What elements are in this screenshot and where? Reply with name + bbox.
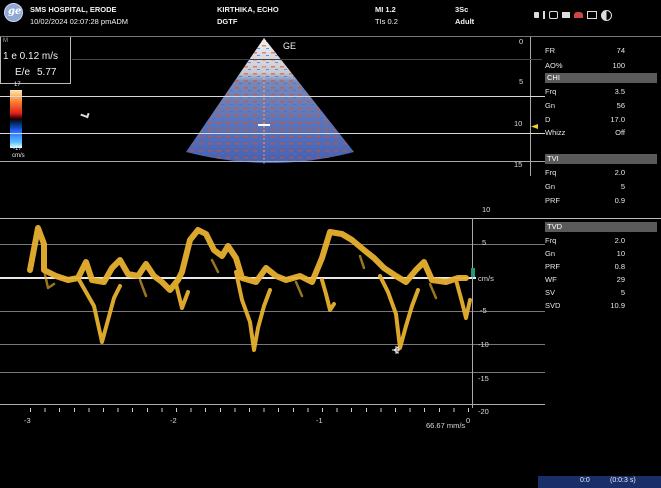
disk-icon	[587, 11, 597, 19]
param-ao: AO% 100	[545, 61, 625, 71]
param-chi-gn: Gn 56	[545, 101, 625, 111]
system-icons	[534, 9, 612, 21]
param-tvd-sv: SV 5	[545, 288, 625, 298]
media-icon	[562, 12, 570, 18]
time-tick-m3: -3	[24, 416, 31, 425]
measurement-box: M 1 e 0.12 m/s E/e 5.77	[0, 36, 71, 84]
patient-name: KIRTHIKA, ECHO	[217, 5, 279, 14]
scan-line	[0, 96, 545, 97]
param-tvd-gn: Gn 10	[545, 249, 625, 259]
logo-icon: ge	[4, 3, 23, 22]
scan-line	[0, 161, 545, 162]
velocity-axis	[472, 218, 473, 408]
velocity-tick-m15: -15	[478, 374, 489, 383]
grid-line	[0, 404, 545, 405]
exam-datetime: 10/02/2024 02:07:28 pmADM	[30, 17, 128, 26]
cine-frame: 0:0	[580, 477, 590, 484]
param-tvi-gn: Gn 5	[545, 182, 625, 192]
colorbar-unit: cm/s	[12, 153, 25, 159]
param-tvd-svd: SVD 10.9	[545, 301, 625, 311]
section-tvi-header: TVI	[545, 154, 657, 164]
param-chi-whizz: Whizz Off	[545, 128, 625, 138]
velocity-tick-m5: -5	[480, 306, 487, 315]
e-velocity-value: 1 e 0.12 m/s	[3, 51, 58, 62]
depth-tick-0: 0	[519, 37, 523, 46]
time-tick-m2: -2	[170, 416, 177, 425]
cine-status-bar: 0:0 (0:0:3 s)	[538, 476, 661, 488]
param-tvd-prf: PRF 0.8	[545, 262, 625, 272]
printer-icon	[574, 12, 583, 18]
divider-line	[0, 36, 661, 37]
param-tvi-prf: PRF 0.9	[545, 196, 625, 206]
time-axis	[30, 408, 470, 412]
mi-index: MI 1.2	[375, 5, 396, 14]
cine-duration: (0:0:3 s)	[610, 477, 636, 484]
depth-axis	[530, 36, 531, 176]
color-velocity-bar	[10, 90, 22, 148]
colorbar-bottom-label: -17	[13, 146, 22, 152]
tis-index: TIs 0.2	[375, 17, 398, 26]
param-chi-d: D 17.0	[545, 115, 625, 125]
baseline-marker-icon	[471, 268, 475, 277]
hospital-name: SMS HOSPITAL, ERODE	[30, 5, 117, 14]
velocity-tick-m10: -10	[478, 340, 489, 349]
time-tick-0: 0	[466, 416, 470, 425]
usb-icon	[543, 11, 545, 19]
ee-ratio-value: 5.77	[37, 67, 56, 78]
depth-tick-5: 5	[519, 77, 523, 86]
sweep-speed: 66.67 mm/s	[426, 421, 465, 430]
velocity-tick-m20: -20	[478, 407, 489, 416]
sector-brand-label: GE	[283, 41, 296, 51]
depth-tick-10: 10	[514, 119, 522, 128]
param-tvi-frq: Frq 2.0	[545, 168, 625, 178]
scan-line	[72, 59, 542, 60]
cursor-icon	[80, 111, 89, 118]
velocity-tick-10: 10	[482, 205, 490, 214]
power-icon	[601, 10, 612, 21]
preset-name: DGTF	[217, 17, 237, 26]
probe-name: 3Sc	[455, 5, 468, 14]
doppler-spectrum	[0, 210, 480, 380]
section-chi-header: CHI	[545, 73, 657, 83]
time-tick-m1: -1	[316, 416, 323, 425]
sector-image	[180, 36, 360, 166]
param-fr: FR 74	[545, 46, 625, 56]
measure-marker: M	[3, 38, 8, 44]
lock-icon	[534, 12, 539, 18]
network-icon	[549, 11, 558, 19]
velocity-tick-5: 5	[482, 238, 486, 247]
velocity-unit: cm/s	[478, 274, 494, 283]
focus-marker-icon	[531, 124, 538, 129]
ee-label: E/e	[15, 67, 30, 78]
param-tvd-frq: Frq 2.0	[545, 236, 625, 246]
param-tvd-wf: WF 29	[545, 275, 625, 285]
scan-line	[0, 133, 545, 134]
colorbar-top-label: 17	[14, 82, 21, 88]
section-tvd-header: TVD	[545, 222, 657, 232]
param-chi-frq: Frq 3.5	[545, 87, 625, 97]
app-mode: Adult	[455, 17, 474, 26]
